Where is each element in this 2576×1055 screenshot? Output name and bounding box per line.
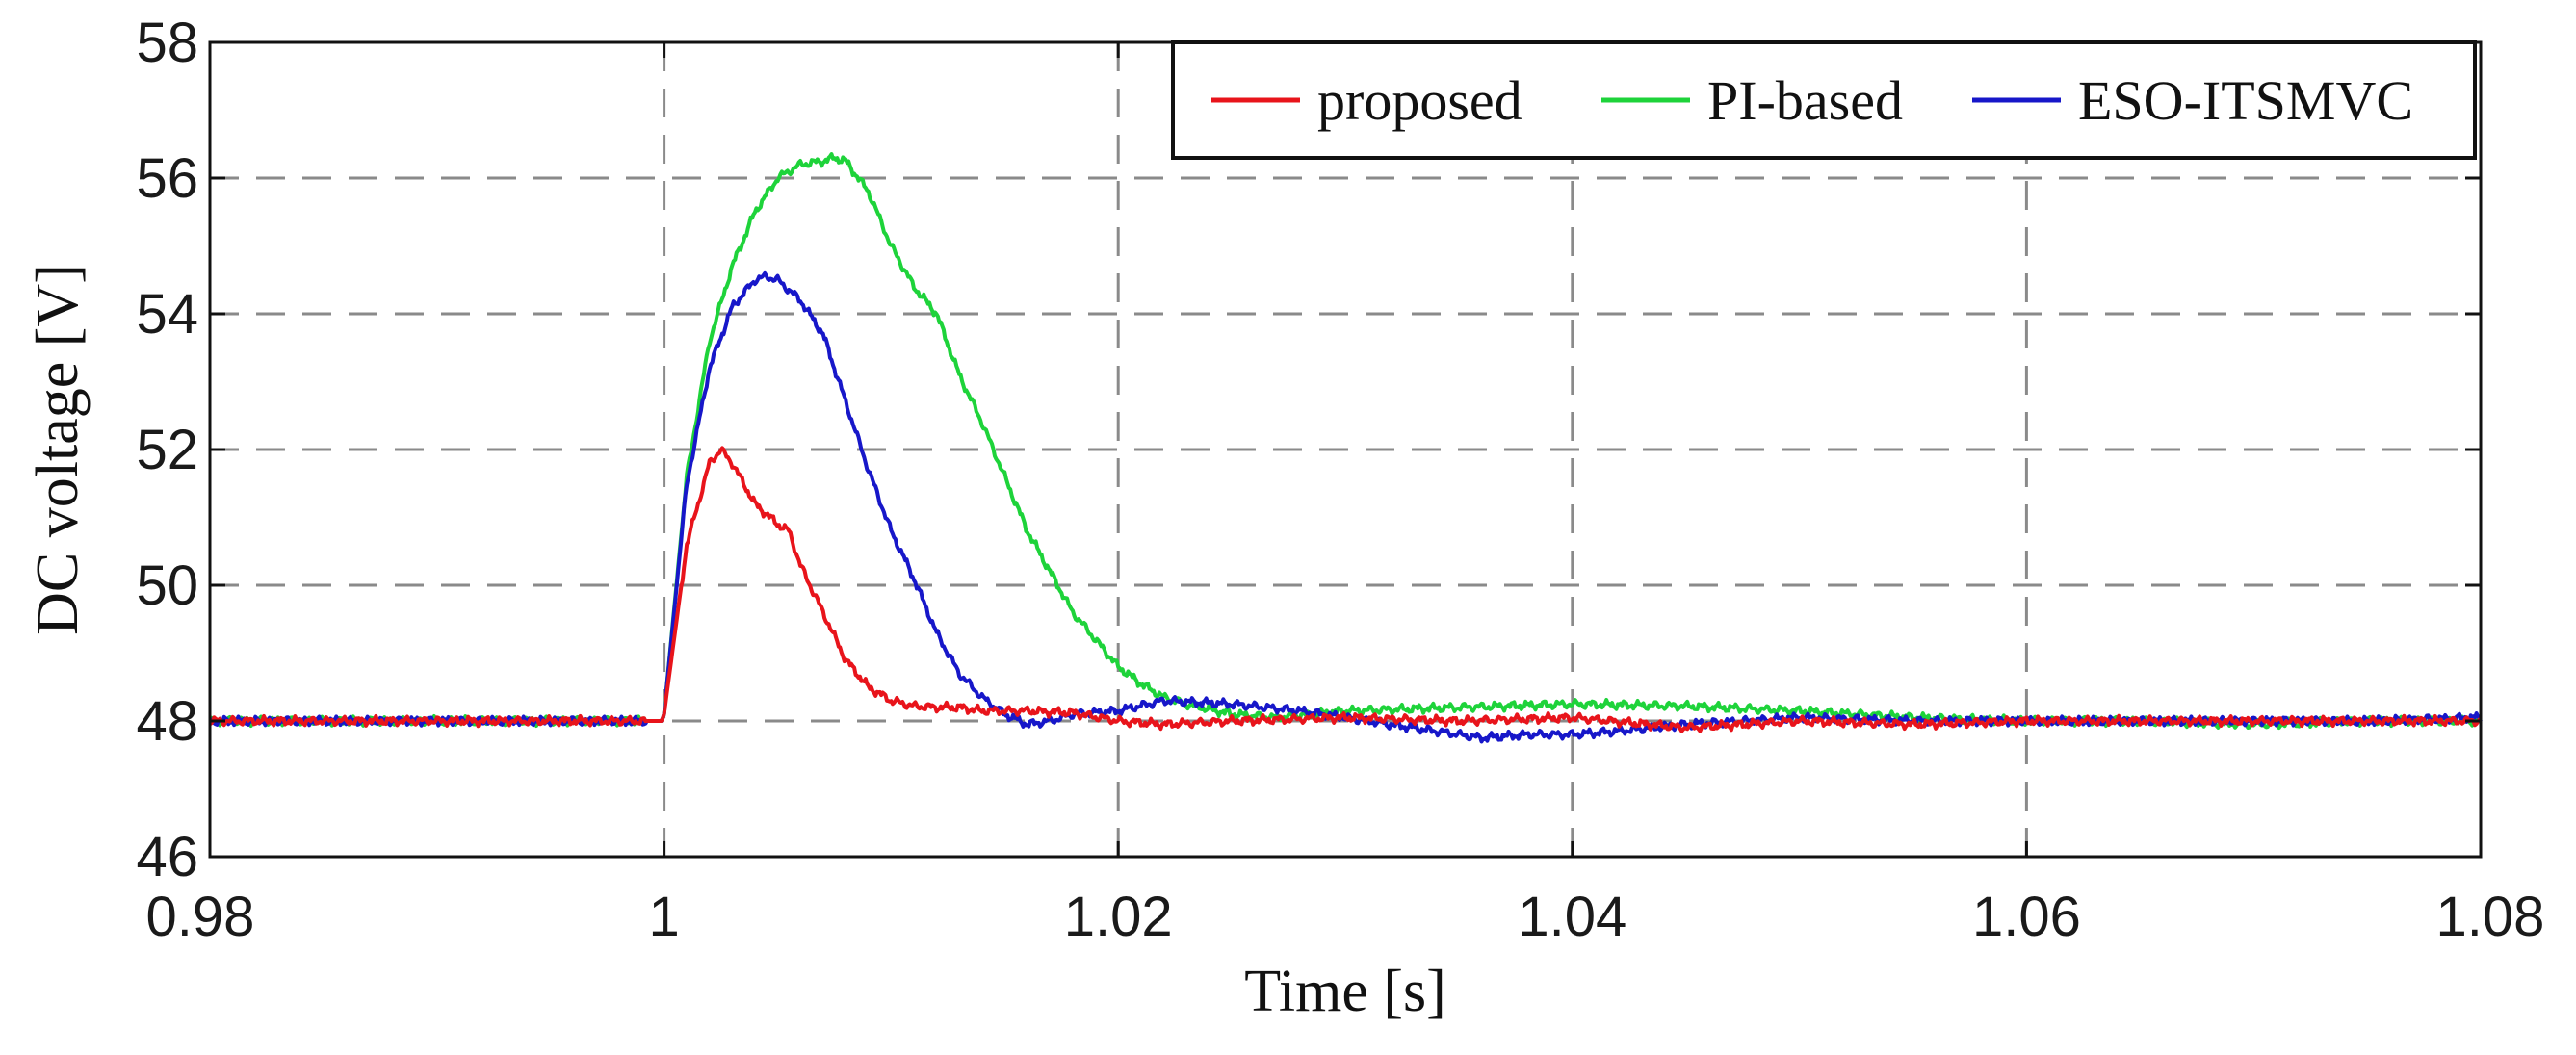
y-tick-label: 58 xyxy=(136,12,198,74)
x-axis-title: Time [s] xyxy=(1244,959,1446,1024)
y-tick-label: 50 xyxy=(136,554,198,617)
legend-label-proposed: proposed xyxy=(1317,69,1522,132)
y-tick-label: 46 xyxy=(136,826,198,888)
legend-box xyxy=(1171,40,2477,160)
x-tick-label: 1.02 xyxy=(1064,886,1173,948)
y-tick-label: 54 xyxy=(136,283,198,346)
x-tick-label: 1 xyxy=(648,886,679,948)
series-line-proposed xyxy=(208,446,2483,733)
axis-ticks xyxy=(208,40,2483,859)
y-axis-title: DC voltage [V] xyxy=(25,264,91,635)
tick-labels: 0.98 1 1.02 1.04 1.06 1.08 46 48 50 52 54 56 58 xyxy=(136,12,2544,948)
legend-label-pi-based: PI-based xyxy=(1707,69,1903,132)
x-tick-label: 1.04 xyxy=(1518,886,1626,948)
y-tick-label: 48 xyxy=(136,690,198,753)
legend-label-eso-itsmvc: ESO-ITSMVC xyxy=(2078,69,2413,132)
y-tick-label: 56 xyxy=(136,147,198,210)
x-tick-label: 0.98 xyxy=(146,886,255,948)
series-lines xyxy=(208,152,2483,744)
legend: proposed PI-based ESO-ITSMVC xyxy=(1171,40,2477,160)
x-tick-label: 1.08 xyxy=(2436,886,2545,948)
x-tick-label: 1.06 xyxy=(1972,886,2081,948)
y-tick-label: 52 xyxy=(136,419,198,481)
